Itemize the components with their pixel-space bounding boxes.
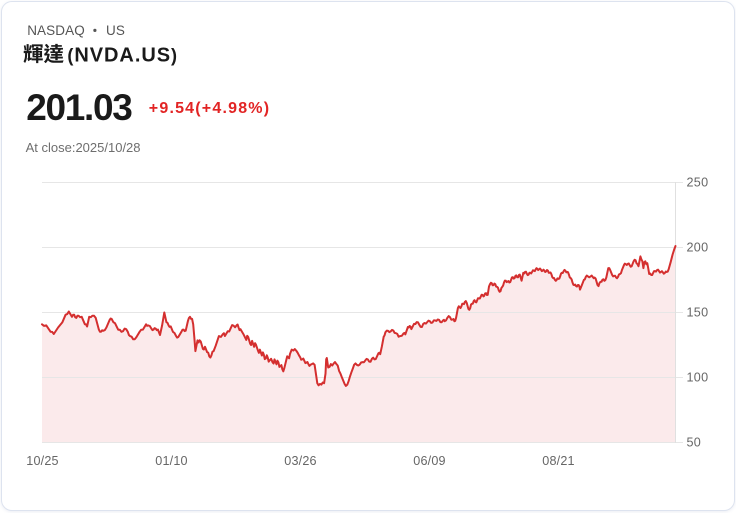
- svg-text:10/25: 10/25: [26, 454, 59, 468]
- svg-text:200: 200: [687, 241, 709, 255]
- svg-text:(NVDA.US): (NVDA.US): [67, 45, 178, 67]
- svg-text:150: 150: [687, 306, 709, 320]
- svg-text:08/21: 08/21: [542, 454, 575, 468]
- svg-text:50: 50: [687, 436, 702, 450]
- svg-text:03/26: 03/26: [284, 454, 317, 468]
- svg-text:06/09: 06/09: [413, 454, 446, 468]
- svg-text:250: 250: [687, 176, 709, 190]
- svg-text:100: 100: [687, 371, 709, 385]
- svg-text:01/10: 01/10: [155, 454, 188, 468]
